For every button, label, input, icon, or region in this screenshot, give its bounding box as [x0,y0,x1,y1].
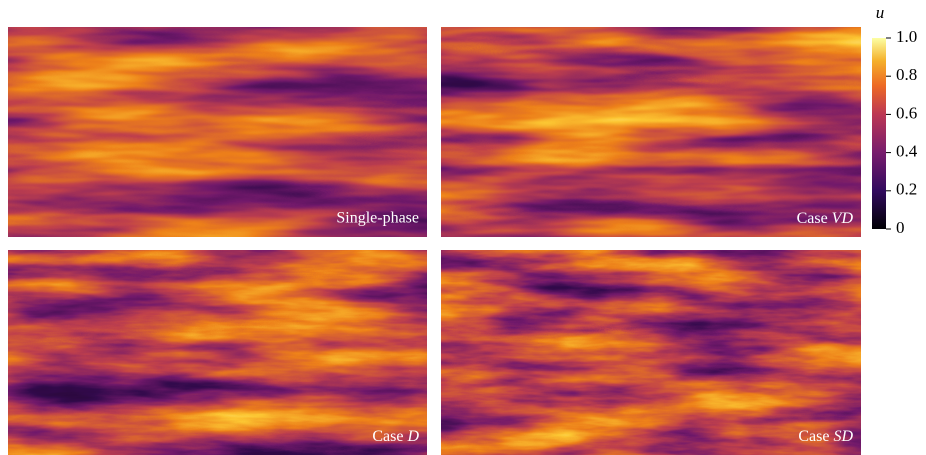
panel-label: Case SD [798,428,853,445]
label-prefix: Case [798,428,829,445]
label-prefix: Case [797,210,828,227]
label-name: VD [832,210,854,227]
label-name: D [406,428,419,445]
field-panel [8,27,427,237]
panel-label: Single-phase [336,210,419,227]
field-panel [441,27,861,237]
colorbar-tick-label: 0 [896,218,905,237]
colorbar-tick-label: 0.8 [896,65,917,84]
panel-label: Case D [372,428,419,445]
label-prefix: Case [372,428,403,445]
panel-label: Case VD [797,210,854,227]
colorbar-tick-label: 0.6 [896,103,917,122]
label-name: SD [833,428,853,445]
colorbar-label: u [876,3,885,22]
colorbar-tick-label: 1.0 [896,27,917,46]
colorbar-tick-label: 0.2 [896,180,917,199]
field-panel [441,250,861,455]
field-panel [8,250,427,455]
colorbar [872,38,886,229]
colorbar-tick-label: 0.4 [896,142,918,161]
